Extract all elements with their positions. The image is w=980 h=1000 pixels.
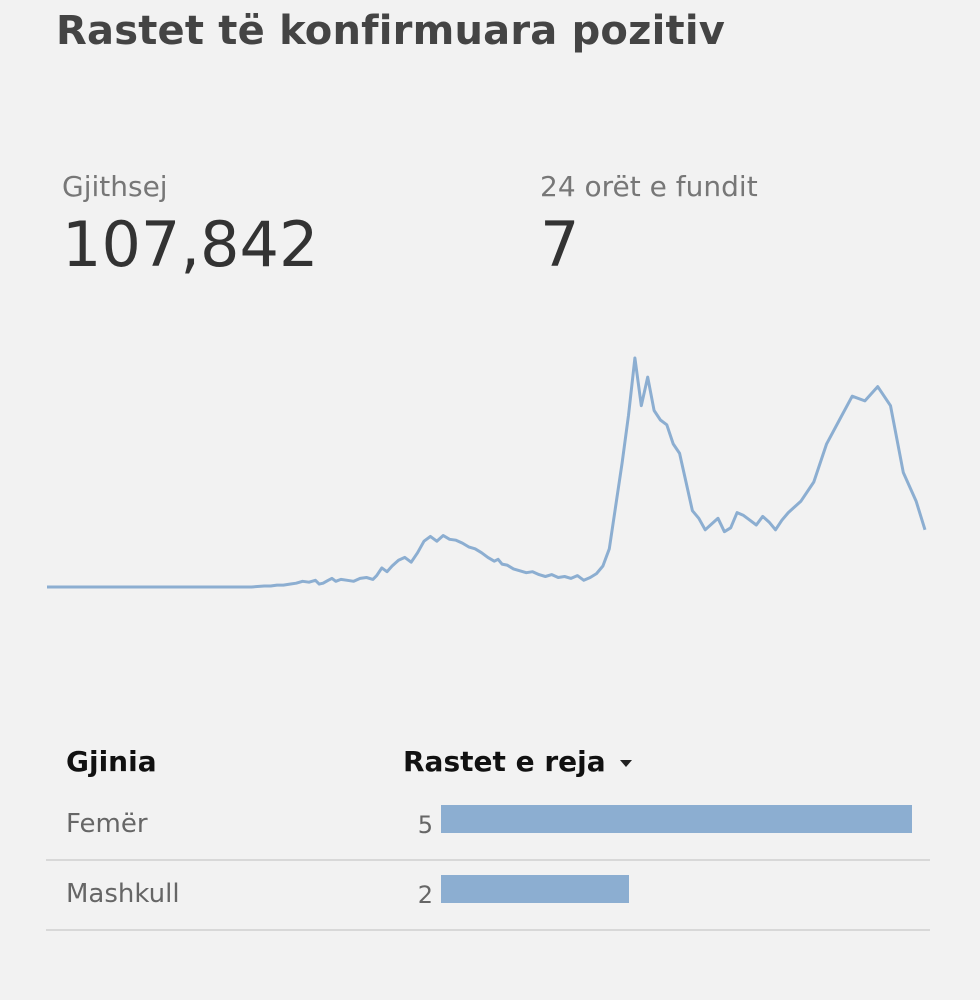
row-value: 5 bbox=[417, 811, 433, 839]
last24-value: 7 bbox=[540, 208, 580, 281]
total-value: 107,842 bbox=[62, 208, 319, 281]
new-cases-header-label: Rastet e reja bbox=[403, 745, 606, 778]
bar-mashkull bbox=[441, 875, 630, 903]
table-row: Femër 5 bbox=[46, 791, 930, 861]
new-cases-column-header[interactable]: Rastet e reja bbox=[403, 745, 632, 778]
daily-cases-line-chart bbox=[47, 356, 927, 589]
bar-femer bbox=[441, 805, 912, 833]
daily-cases-series-line bbox=[47, 356, 927, 589]
row-label: Femër bbox=[66, 809, 148, 839]
total-label: Gjithsej bbox=[62, 170, 168, 203]
triangle-down-icon[interactable] bbox=[619, 759, 632, 767]
last24-label: 24 orët e fundit bbox=[540, 170, 758, 203]
table-row: Mashkull 2 bbox=[46, 861, 930, 931]
gender-column-header: Gjinia bbox=[66, 745, 157, 778]
page-title: Rastet të konfirmuara pozitiv bbox=[56, 8, 726, 54]
row-label: Mashkull bbox=[66, 879, 180, 909]
row-value: 2 bbox=[417, 881, 433, 909]
